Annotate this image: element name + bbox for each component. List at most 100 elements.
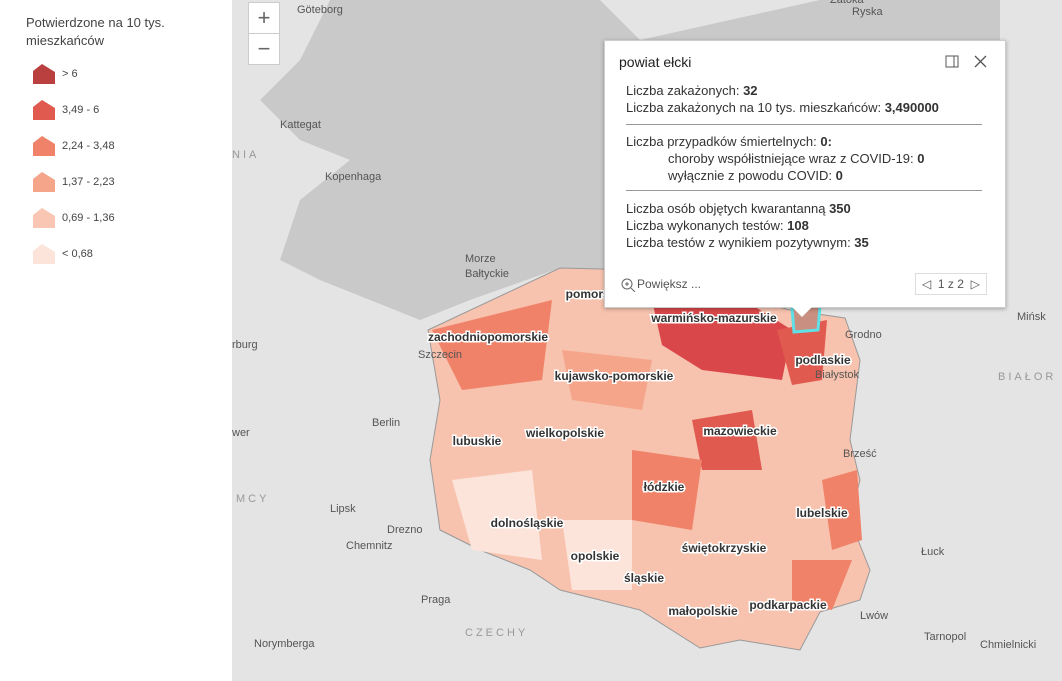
legend-label: > 6 (62, 67, 78, 80)
region-label: małopolskie (668, 604, 738, 618)
place-label: wer (232, 427, 250, 439)
place-label: Norymberga (254, 638, 315, 650)
region-label: wielkopolskie (525, 426, 604, 440)
legend-item: 0,69 - 1,36 (32, 207, 115, 229)
line-label: Liczba zakażonych na 10 tys. mieszkańców… (626, 100, 885, 115)
region-label: podkarpackie (749, 598, 827, 612)
legend-swatch (33, 172, 55, 192)
popup-title: powiat ełcki (619, 54, 692, 70)
place-label: Kattegat (280, 119, 321, 131)
legend-label: 1,37 - 2,23 (62, 175, 115, 188)
region-label: śląskie (624, 571, 664, 585)
line-label: choroby współistniejące wraz z COVID-19: (668, 151, 918, 166)
pager-text: 1 z 2 (937, 277, 964, 291)
region-label: łódzkie (644, 480, 685, 494)
region-label: kujawsko-pomorskie (555, 369, 674, 383)
legend-title: Potwierdzone na 10 tys. mieszkańców (26, 15, 165, 48)
place-label: Mińsk (1017, 311, 1046, 323)
place-label: Chmielnicki (980, 639, 1036, 651)
place-label: Göteborg (297, 4, 343, 16)
popup-line: wyłącznie z powodu COVID: 0 (668, 168, 843, 183)
line-label: Liczba wykonanych testów: (626, 218, 788, 233)
place-label: Praga (421, 594, 451, 606)
line-value: 108 (787, 218, 809, 233)
zoom-link-text[interactable]: Powiększ ... (637, 277, 702, 291)
place-label: Chemnitz (346, 540, 392, 552)
popup-line: Liczba testów z wynikiem pozytywnym: 35 (626, 235, 869, 250)
popup-pointer (790, 305, 814, 317)
swatch-shape (33, 136, 55, 156)
legend-swatch (33, 136, 55, 156)
legend-item: 3,49 - 6 (32, 99, 99, 121)
pager[interactable]: ◁ 1 z 2 ▷ (915, 273, 987, 295)
legend-label: 3,49 - 6 (62, 103, 100, 116)
place-label: Lipsk (330, 503, 356, 515)
legend-item: 2,24 - 3,48 (32, 135, 115, 157)
place-label: Łuck (921, 546, 945, 558)
popup-line: Liczba przypadków śmiertelnych: 0: (626, 134, 832, 149)
swatch-shape (33, 64, 55, 84)
legend-item: > 6 (32, 63, 78, 85)
legend-swatch (33, 64, 55, 84)
place-label: BIAŁOR (998, 371, 1056, 383)
region-label: dolnośląskie (491, 516, 564, 530)
line-label: Liczba przypadków śmiertelnych: (626, 134, 821, 149)
place-label: CZECHY (465, 627, 528, 639)
line-label: wyłącznie z powodu COVID: (668, 168, 836, 183)
place-label: Szczecin (418, 349, 462, 361)
legend-label: 2,24 - 3,48 (62, 139, 115, 152)
region-label: mazowieckie (703, 424, 777, 438)
line-label: Liczba osób objętych kwarantanną (626, 201, 830, 216)
zoom-in[interactable]: + (248, 2, 280, 34)
legend-label: < 0,68 (62, 247, 93, 260)
zoom-out[interactable]: − (248, 33, 280, 65)
line-value: 0 (835, 168, 843, 183)
zoom-link[interactable]: Powiększ ... (621, 277, 702, 293)
line-label: Liczba testów z wynikiem pozytywnym: (626, 235, 855, 250)
line-value: 3,490000 (884, 100, 939, 115)
place-label: Bałtyckie (465, 268, 509, 280)
legend-swatch (33, 244, 55, 264)
place-label: rburg (232, 339, 258, 351)
place-label: Lwów (860, 610, 888, 622)
line-value: 32 (743, 83, 758, 98)
popup-icons[interactable] (945, 54, 995, 70)
legend-item: < 0,68 (32, 243, 93, 265)
popup-line: Liczba osób objętych kwarantanną 350 (626, 201, 851, 216)
region-label: lubuskie (453, 434, 502, 448)
region-label: podlaskie (795, 353, 851, 367)
region-label: lubelskie (796, 506, 848, 520)
place-label: Białystok (815, 369, 860, 381)
place-label: Brześć (843, 448, 877, 460)
popup-line: choroby współistniejące wraz z COVID-19:… (668, 151, 925, 166)
region-label: opolskie (571, 549, 620, 563)
swatch-shape (33, 244, 55, 264)
place-label: Berlin (372, 417, 400, 429)
line-value: 350 (829, 201, 851, 216)
place-label: Drezno (387, 524, 422, 536)
region-label: świętokrzyskie (682, 541, 767, 555)
place-label: Morze (465, 253, 496, 265)
place-label: Kopenhaga (325, 171, 382, 183)
legend-swatch (33, 100, 55, 120)
place-label: NIA (232, 149, 259, 161)
region-label: warmińsko-mazurskie (650, 311, 777, 325)
legend: Potwierdzone na 10 tys. mieszkańców > 6 3… (0, 0, 232, 681)
swatch-shape (33, 172, 55, 192)
popup: powiat ełcki Powiększ ... ◁ 1 z 2 ▷ Licz… (604, 40, 1006, 308)
region-label: zachodniopomorskie (428, 330, 548, 344)
line-value: 0 (917, 151, 925, 166)
line-value: 35 (854, 235, 869, 250)
swatch-shape (33, 208, 55, 228)
legend-swatch (33, 208, 55, 228)
line-value: 0: (820, 134, 832, 149)
line-label: Liczba zakażonych: (626, 83, 744, 98)
legend-item: 1,37 - 2,23 (32, 171, 115, 193)
legend-label: 0,69 - 1,36 (62, 211, 115, 224)
place-label: MCY (236, 493, 269, 505)
place-label: Tarnopol (924, 631, 966, 643)
popup-line: Liczba zakażonych: 32 (626, 83, 758, 98)
place-label: Grodno (845, 329, 882, 341)
place-label: Zatoka (830, 0, 865, 6)
